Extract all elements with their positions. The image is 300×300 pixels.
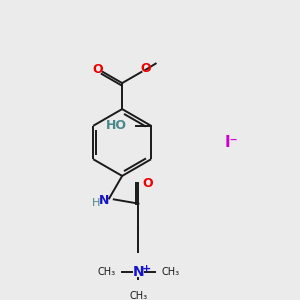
Text: O: O	[141, 62, 152, 75]
Text: I⁻: I⁻	[225, 135, 238, 150]
Text: O: O	[142, 177, 153, 190]
Text: +: +	[142, 264, 152, 274]
Text: CH₃: CH₃	[98, 267, 116, 277]
Text: N: N	[98, 194, 109, 207]
Text: CH₃: CH₃	[129, 291, 148, 300]
Text: H: H	[92, 198, 100, 208]
Text: CH₃: CH₃	[162, 267, 180, 277]
Text: N: N	[133, 265, 144, 279]
Text: O: O	[92, 63, 103, 76]
Text: HO: HO	[106, 119, 127, 132]
